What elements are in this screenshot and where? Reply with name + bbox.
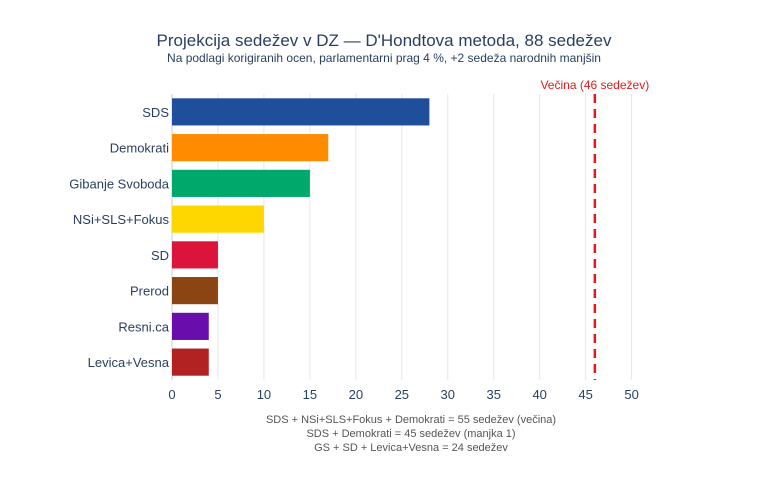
bar-nsi-sls-fokus <box>172 205 264 233</box>
x-tick-15: 15 <box>303 387 317 402</box>
category-label-gibanje-svoboda: Gibanje Svoboda <box>69 176 170 191</box>
category-label-demokrati: Demokrati <box>110 141 169 156</box>
category-label-prerod: Prerod <box>130 284 169 299</box>
x-tick-0: 0 <box>168 387 175 402</box>
category-labels: SDS Demokrati Gibanje Svoboda NSi+SLS+Fokus… <box>69 105 170 370</box>
majority-label: Večina (46 sedežev) <box>540 78 649 92</box>
bar-sds <box>172 98 430 126</box>
category-label-sds: SDS <box>142 105 169 120</box>
x-tick-35: 35 <box>486 387 500 402</box>
category-label-nsi-sls-fokus: NSi+SLS+Fokus <box>73 212 170 227</box>
x-tick-45: 45 <box>578 387 592 402</box>
annotation-line-1: SDS + NSi+SLS+Fokus + Demokrati = 55 sed… <box>266 414 556 426</box>
category-label-levica-vesna: Levica+Vesna <box>88 355 170 370</box>
x-tick-40: 40 <box>532 387 546 402</box>
bar-sd <box>172 241 218 269</box>
x-tick-30: 30 <box>441 387 455 402</box>
x-tick-labels: 0 5 10 15 20 25 30 35 40 45 50 <box>168 387 638 402</box>
chart-title: Projekcija sedežev v DZ — D'Hondtova met… <box>157 31 612 50</box>
x-tick-5: 5 <box>214 387 221 402</box>
bar-demokrati <box>172 134 329 162</box>
category-label-resni-ca: Resni.ca <box>118 319 169 334</box>
x-tick-20: 20 <box>349 387 363 402</box>
chart-subtitle: Na podlagi korigiranih ocen, parlamentar… <box>167 51 601 65</box>
x-tick-25: 25 <box>395 387 409 402</box>
bar-gibanje-svoboda <box>172 169 310 197</box>
bars <box>172 98 430 376</box>
x-tick-10: 10 <box>257 387 271 402</box>
annotation-line-2: SDS + Demokrati = 45 sedežev (manjka 1) <box>306 428 515 440</box>
bar-resni-ca <box>172 312 209 340</box>
bar-prerod <box>172 277 218 305</box>
majority-reference: Večina (46 sedežev) <box>540 78 649 380</box>
x-tick-50: 50 <box>624 387 638 402</box>
annotation-line-3: GS + SD + Levica+Vesna = 24 sedežev <box>314 442 508 454</box>
category-label-sd: SD <box>151 248 169 263</box>
bar-levica-vesna <box>172 348 209 376</box>
